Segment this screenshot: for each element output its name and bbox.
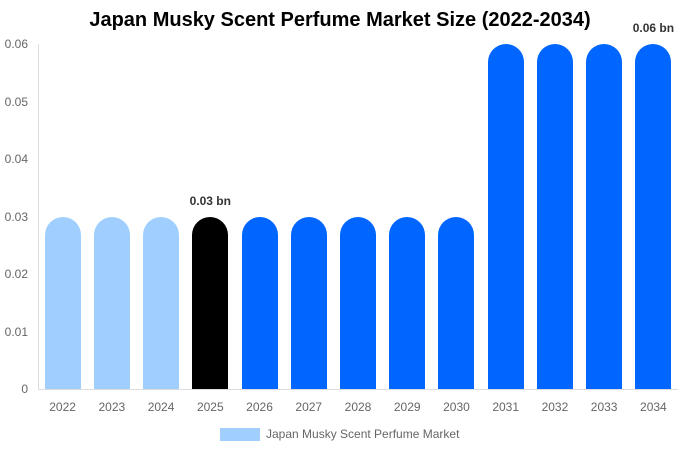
chart-title: Japan Musky Scent Perfume Market Size (2… bbox=[89, 9, 591, 31]
x-axis-line bbox=[38, 389, 678, 390]
legend-swatch bbox=[220, 427, 260, 441]
data-label: 0.03 bn bbox=[189, 193, 231, 208]
bar-2031[interactable] bbox=[487, 44, 524, 389]
data-label: 0.06 bn bbox=[632, 21, 675, 35]
x-tick-label: 2028 bbox=[344, 400, 372, 414]
legend-label: Japan Musky Scent Perfume Market bbox=[266, 427, 460, 441]
x-tick-label: 2029 bbox=[393, 400, 421, 414]
x-tick-label: 2022 bbox=[49, 400, 76, 414]
x-tick-label: 2023 bbox=[98, 400, 126, 414]
y-tick-label: 0.03 bbox=[4, 209, 28, 224]
bar-2023[interactable] bbox=[93, 216, 130, 389]
x-tick-label: 2024 bbox=[147, 400, 175, 414]
bar-2032[interactable] bbox=[536, 44, 573, 389]
bar-2025[interactable] bbox=[192, 216, 229, 389]
x-tick-label: 2030 bbox=[443, 400, 470, 414]
x-tick-label: 2032 bbox=[541, 400, 569, 414]
x-tick-label: 2031 bbox=[492, 400, 520, 414]
y-tick-label: 0.06 bbox=[4, 37, 28, 51]
x-tick-label: 2034 bbox=[640, 400, 667, 414]
y-tick-label: 0.02 bbox=[4, 267, 28, 281]
bar-2022[interactable] bbox=[44, 216, 81, 389]
y-tick-label: 0.05 bbox=[4, 94, 28, 109]
x-tick-label: 2033 bbox=[590, 400, 618, 414]
bar-2028[interactable] bbox=[340, 216, 376, 389]
x-tick-label: 2026 bbox=[246, 400, 273, 414]
y-tick-label: 0.04 bbox=[4, 152, 28, 166]
plot-area bbox=[38, 44, 678, 389]
y-tick-label: 0.01 bbox=[4, 324, 28, 339]
bar-2034[interactable] bbox=[635, 44, 672, 389]
bar-2026[interactable] bbox=[241, 216, 278, 389]
bar-2029[interactable] bbox=[389, 216, 426, 389]
x-tick-label: 2027 bbox=[295, 400, 323, 414]
x-tick-label: 2025 bbox=[196, 400, 224, 414]
bar-2024[interactable] bbox=[143, 216, 180, 389]
bar-2030[interactable] bbox=[438, 216, 475, 389]
bar-2027[interactable] bbox=[290, 216, 327, 389]
bar-2033[interactable] bbox=[586, 44, 623, 389]
y-axis-line bbox=[38, 44, 39, 389]
legend[interactable]: Japan Musky Scent Perfume Market bbox=[220, 427, 459, 441]
y-tick-label: 0 bbox=[21, 382, 28, 396]
